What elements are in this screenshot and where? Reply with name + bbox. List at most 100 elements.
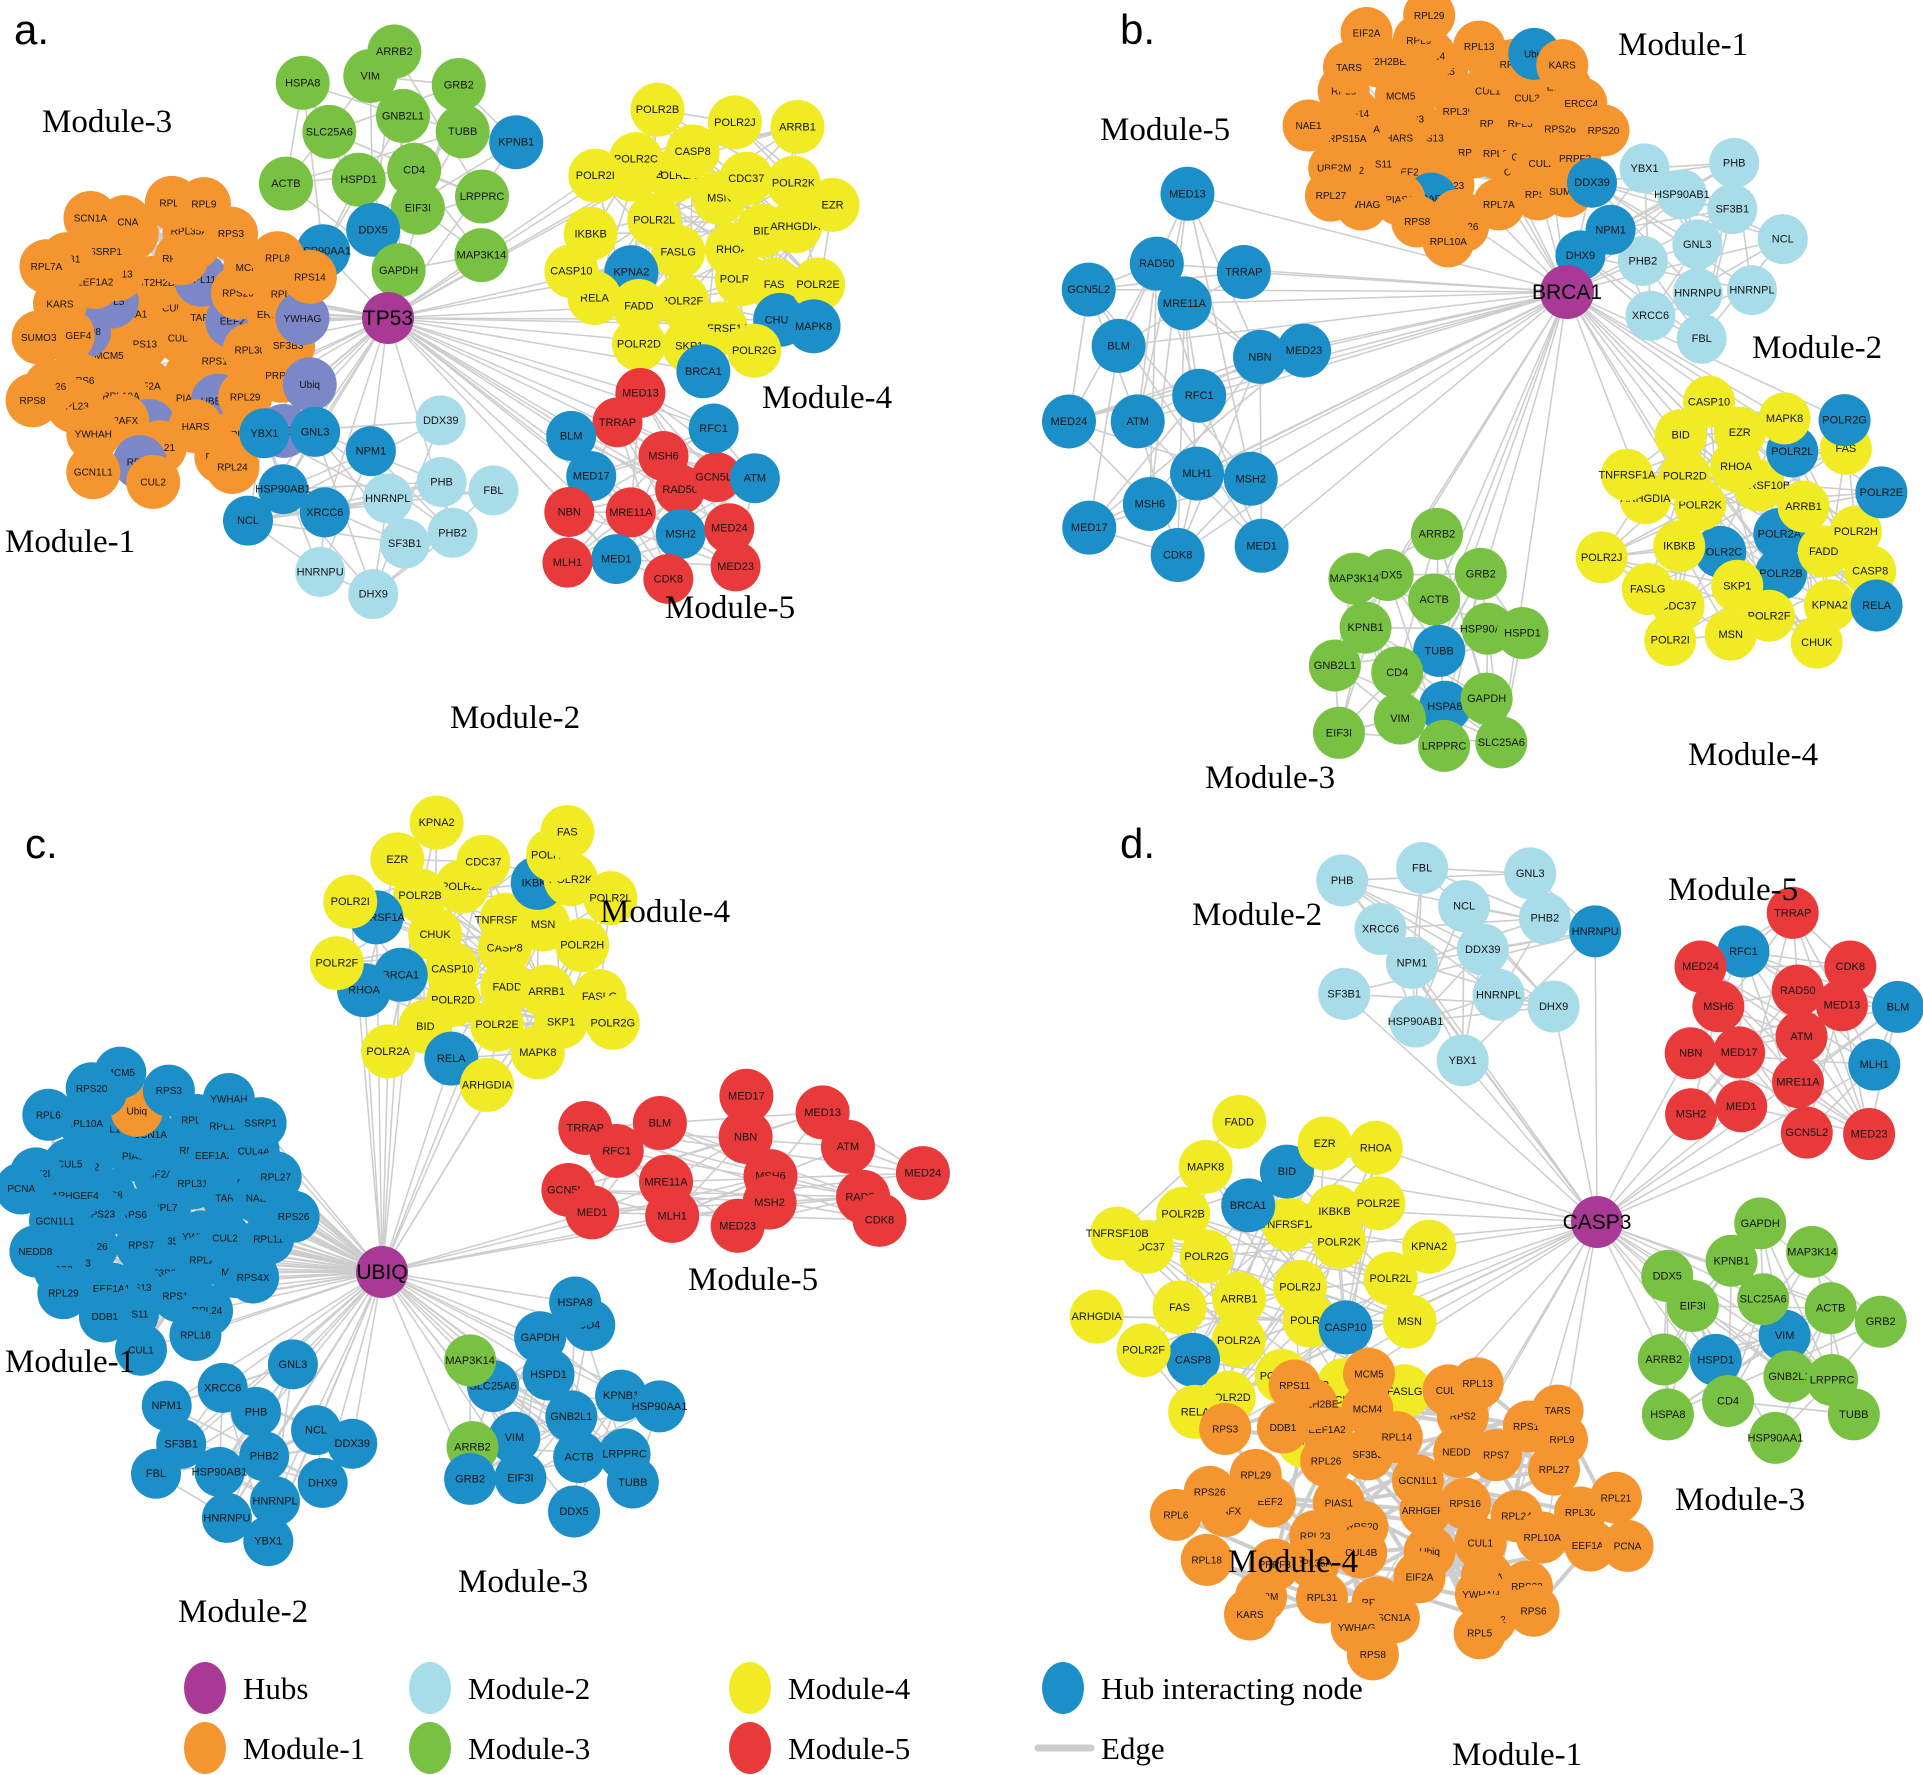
gene-node (1129, 236, 1184, 291)
hub-edge (260, 1122, 383, 1273)
gene-node (1855, 466, 1908, 519)
hub-edge (387, 317, 681, 491)
hub-edge (1184, 291, 1568, 305)
gene-node-label: NBN (558, 506, 581, 518)
gene-node-label: SLC25A6 (1740, 1294, 1787, 1306)
gene-node-label: VIM (1775, 1330, 1795, 1342)
gene-node (583, 871, 638, 926)
gene-node (63, 190, 118, 245)
gene-node-label: ATM (1127, 416, 1149, 428)
gene-node (555, 918, 610, 973)
gene-node-label: ATM (837, 1141, 859, 1153)
gene-node-label: YWHAH (75, 430, 112, 441)
gene-node (435, 104, 490, 159)
gene-node-label: KPNA2 (613, 267, 649, 279)
hub-edge (1187, 193, 1568, 293)
gene-node-label: BRCA1 (685, 366, 722, 378)
gene-node-label: MED1 (577, 1207, 608, 1219)
gene-node (611, 317, 666, 372)
gene-node-label: RFC1 (1729, 946, 1758, 958)
gene-node-label: BID (416, 1021, 434, 1033)
gene-node (1637, 1333, 1690, 1386)
gene-node-label: GNL3 (1516, 868, 1545, 880)
gene-node-label: GRB2 (1866, 1316, 1896, 1328)
gene-node-label: EIF3I (1680, 1300, 1706, 1312)
gene-node-label: BRCA1 (1230, 1200, 1267, 1212)
gene-node (1436, 1034, 1489, 1087)
hub-edge (1303, 291, 1568, 352)
legend-label: Module-2 (468, 1671, 590, 1706)
module-caption: Module-3 (42, 104, 172, 140)
gene-node (1318, 967, 1371, 1020)
gene-node-label: MAPK8 (519, 1047, 556, 1059)
gene-node (126, 454, 181, 509)
gene-node-label: TARS (190, 313, 216, 324)
hub-edge (1566, 238, 1783, 293)
gene-node (1507, 1584, 1560, 1637)
gene-node (1536, 39, 1589, 92)
gene-node-label: CUL2 (212, 1234, 238, 1245)
gene-node (234, 1097, 287, 1150)
gene-node (1216, 245, 1271, 300)
gene-node (427, 507, 478, 558)
gene-node-label: MCM5 (1386, 91, 1416, 102)
gene-node-label: RFC1 (699, 423, 728, 435)
gene-node (1496, 607, 1549, 660)
gene-node-label: NPM1 (356, 446, 387, 458)
gene-node (1689, 1333, 1742, 1386)
gene-node (114, 1323, 167, 1376)
gene-node-label: MED24 (905, 1168, 942, 1180)
gene-node (1775, 1010, 1828, 1063)
gene-node-label: PCNA (1614, 1541, 1642, 1552)
gene-node-label: MED17 (1071, 522, 1108, 534)
gene-node-label: POLR2H (560, 940, 604, 952)
gene-node-label: NBN (734, 1131, 757, 1143)
edge (1088, 345, 1120, 528)
gene-node-label: POLR2D (431, 994, 475, 1006)
gene-node (1221, 1178, 1276, 1233)
gene-node (665, 124, 720, 179)
gene-node-label: RELA (1181, 1406, 1210, 1418)
gene-node-label: ARRB2 (454, 1442, 491, 1454)
gene-node-label: MAP3K14 (445, 1355, 495, 1367)
gene-node (1786, 1225, 1839, 1278)
gene-node-label: VIM (360, 70, 380, 82)
gene-node-label: MED23 (1851, 1129, 1888, 1141)
gene-node-label: DDX39 (335, 1438, 370, 1450)
gene-node-label: PHB2 (250, 1451, 279, 1463)
gene-node-label: RPL12 (209, 1121, 240, 1132)
gene-node-label: ARRB1 (1785, 501, 1822, 513)
hub-edge (1243, 271, 1568, 293)
gene-node-label: SSRP1 (244, 1119, 277, 1130)
gene-node (1504, 847, 1557, 900)
gene-node-label: NAE1 (1295, 121, 1322, 132)
gene-node (1385, 936, 1438, 989)
gene-node (1180, 1533, 1233, 1586)
gene-node-label: EIF3I (507, 1473, 533, 1485)
gene-node-label: PHB (1331, 875, 1354, 887)
gene-node (1418, 680, 1471, 733)
gene-node-label: POLR2F (1122, 1345, 1165, 1357)
gene-node (323, 874, 378, 929)
gene-node (1763, 1350, 1816, 1403)
gene-node-label: RPS26 (1194, 1487, 1226, 1498)
gene-node-label: HNRNPL (1729, 285, 1774, 297)
gene-node-label: MED1 (1726, 1101, 1757, 1113)
gene-node (488, 1411, 541, 1464)
gene-node-label: RPS8 (1404, 217, 1431, 228)
panel-letter-c: c. (25, 820, 58, 867)
gene-node-label: RPL23 (189, 1255, 220, 1266)
gene-node-label: POLR2B (1161, 1208, 1204, 1220)
gene-node-label: RPS13 (1513, 1422, 1545, 1433)
gene-node (1815, 979, 1868, 1032)
gene-node (691, 452, 742, 503)
gene-node-label: PHB2 (1530, 913, 1559, 925)
gene-node (489, 115, 544, 170)
gene-node (1229, 1448, 1282, 1501)
gene-node-label: HSPD1 (530, 1369, 567, 1381)
gene-node-label: KARS (1236, 1610, 1264, 1621)
gene-node (78, 1290, 131, 1343)
gene-node-label: RPS16 (1449, 1499, 1481, 1510)
legend-label: Hubs (243, 1671, 308, 1706)
hub-edge (1552, 1006, 1598, 1223)
